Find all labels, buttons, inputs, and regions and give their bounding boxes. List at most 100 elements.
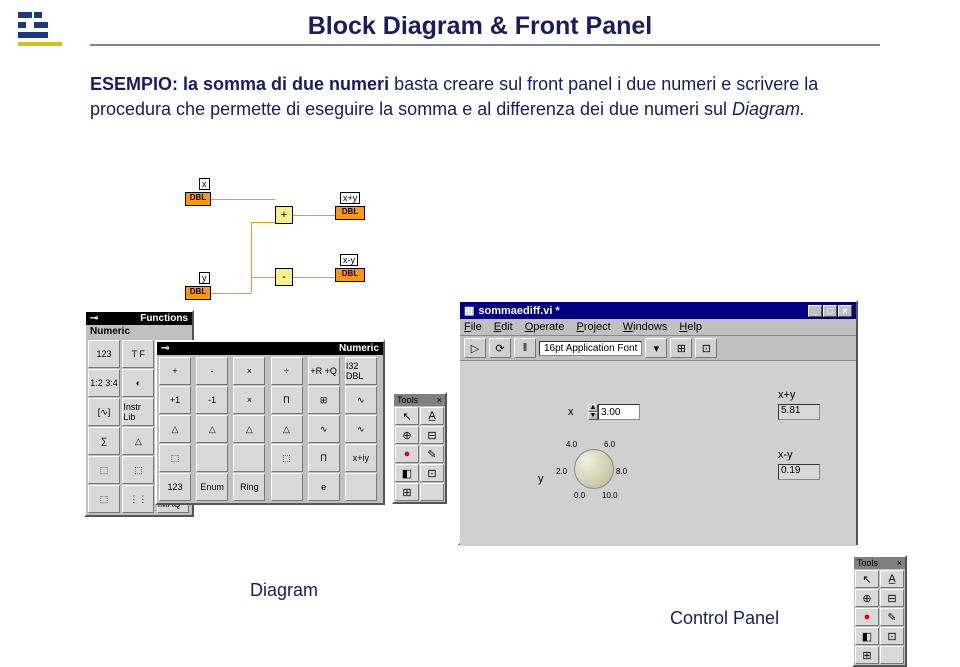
numeric-cell-5[interactable]: I32 DBL [345, 357, 377, 385]
font-selector[interactable]: 16pt Application Font [539, 341, 642, 356]
numeric-cell-7[interactable]: -1 [196, 386, 228, 414]
functions-cell-15[interactable]: ⬚ [88, 485, 120, 513]
xminusy-node[interactable]: DBL [335, 268, 365, 282]
numeric-cell-6[interactable]: +1 [159, 386, 191, 414]
numeric-cell-1[interactable]: - [196, 357, 228, 385]
numeric-cell-14[interactable]: △ [233, 415, 265, 443]
tool-cell-6[interactable]: ◧ [395, 464, 419, 482]
tool-cell-3[interactable]: ⊟ [420, 426, 444, 444]
front-panel-window[interactable]: ▦ sommaediff.vi * _ □ × File Edit Operate P… [458, 300, 858, 545]
numeric-cell-18[interactable]: ⬚ [159, 444, 191, 472]
align-button[interactable]: ▾ [645, 338, 667, 358]
x-down[interactable]: ▼ [588, 412, 598, 420]
tool-cell-2[interactable]: ⊕ [395, 426, 419, 444]
menu-edit[interactable]: Edit [494, 321, 513, 333]
tool-cell-0[interactable]: ↖ [855, 570, 879, 588]
numeric-cell-21[interactable]: ⬚ [271, 444, 303, 472]
menu-help[interactable]: Help [679, 321, 702, 333]
x-value[interactable] [598, 404, 640, 420]
plus-node[interactable]: + [275, 206, 293, 224]
y-dial[interactable]: 0.0 2.0 4.0 6.0 8.0 10.0 [556, 439, 616, 499]
run-cont-button[interactable]: ⟳ [489, 338, 511, 358]
menu-bar[interactable]: File Edit Operate Project Windows Help [460, 319, 856, 336]
functions-cell-0[interactable]: 123 [88, 340, 120, 368]
numeric-cell-19[interactable] [196, 444, 228, 472]
numeric-cell-28[interactable]: e [308, 473, 340, 501]
tool-cell-0[interactable]: ↖ [395, 407, 419, 425]
numeric-cell-10[interactable]: ⊞ [308, 386, 340, 414]
tools-palette[interactable]: Tools × ↖A̲⊕⊟●✎◧⊡⊞ [392, 392, 447, 504]
tool-cell-6[interactable]: ◧ [855, 627, 879, 645]
pin-icon[interactable]: ⊸ [90, 313, 98, 324]
numeric-cell-11[interactable]: ∿ [345, 386, 377, 414]
numeric-cell-12[interactable]: △ [159, 415, 191, 443]
numeric-cell-9[interactable]: Π [271, 386, 303, 414]
numeric-cell-2[interactable]: × [233, 357, 265, 385]
menu-project[interactable]: Project [576, 321, 610, 333]
reorder-button[interactable]: ⊡ [695, 338, 717, 358]
numeric-cell-24[interactable]: 123 [159, 473, 191, 501]
numeric-cell-15[interactable]: △ [271, 415, 303, 443]
numeric-cell-13[interactable]: △ [196, 415, 228, 443]
numeric-cell-4[interactable]: +R +Q [308, 357, 340, 385]
minus-node[interactable]: - [275, 268, 293, 286]
functions-cell-9[interactable]: ∑ [88, 427, 120, 455]
tool-cell-2[interactable]: ⊕ [855, 589, 879, 607]
run-button[interactable]: ▷ [464, 338, 486, 358]
close-icon[interactable]: × [437, 395, 442, 405]
functions-cell-10[interactable]: △ [122, 427, 154, 455]
numeric-cell-22[interactable]: Π [308, 444, 340, 472]
distribute-button[interactable]: ⊞ [670, 338, 692, 358]
functions-cell-6[interactable]: [∿] [88, 398, 120, 426]
tool-cell-1[interactable]: A̲ [880, 570, 904, 588]
tools-palette-2[interactable]: Tools × ↖A̲⊕⊟●✎◧⊡⊞ [852, 555, 907, 667]
close-button[interactable]: × [838, 305, 852, 317]
maximize-button[interactable]: □ [823, 305, 837, 317]
menu-windows[interactable]: Windows [623, 321, 668, 333]
numeric-cell-20[interactable] [233, 444, 265, 472]
numeric-cell-0[interactable]: + [159, 357, 191, 385]
tool-cell-4[interactable]: ● [395, 445, 419, 463]
numeric-cell-3[interactable]: ÷ [271, 357, 303, 385]
xplusy-node[interactable]: DBL [335, 206, 365, 220]
tool-cell-8[interactable]: ⊞ [855, 646, 879, 664]
numeric-cell-26[interactable]: Ring [233, 473, 265, 501]
tool-cell-3[interactable]: ⊟ [880, 589, 904, 607]
close-icon[interactable]: × [897, 558, 902, 568]
tool-cell-1[interactable]: A̲ [420, 407, 444, 425]
pin-icon[interactable]: ⊸ [161, 343, 169, 354]
numeric-cell-23[interactable]: x+iy [345, 444, 377, 472]
tool-cell-8[interactable]: ⊞ [395, 483, 419, 501]
tool-cell-5[interactable]: ✎ [880, 608, 904, 626]
functions-cell-7[interactable]: Instr Lib [122, 398, 154, 426]
y-node[interactable]: DBL [185, 286, 211, 300]
tool-cell-7[interactable]: ⊡ [880, 627, 904, 645]
front-panel-titlebar[interactable]: ▦ sommaediff.vi * _ □ × [460, 302, 856, 319]
numeric-cell-25[interactable]: Enum [196, 473, 228, 501]
toolbar[interactable]: ▷ ⟳ ‖ 16pt Application Font ▾ ⊞ ⊡ [460, 336, 856, 361]
numeric-cell-16[interactable]: ∿ [308, 415, 340, 443]
numeric-cell-17[interactable]: ∿ [345, 415, 377, 443]
menu-operate[interactable]: Operate [525, 321, 565, 333]
pause-button[interactable]: ‖ [514, 338, 536, 358]
tool-cell-5[interactable]: ✎ [420, 445, 444, 463]
menu-file[interactable]: File [464, 321, 482, 333]
numeric-cell-8[interactable]: × [233, 386, 265, 414]
x-node[interactable]: DBL [185, 192, 211, 206]
functions-cell-13[interactable]: ⬚ [122, 456, 154, 484]
numeric-palette[interactable]: ⊸ Numeric +-×÷+R +QI32 DBL+1-1×Π⊞∿△△△△∿∿… [155, 340, 385, 505]
tool-cell-7[interactable]: ⊡ [420, 464, 444, 482]
x-up[interactable]: ▲ [588, 404, 598, 412]
tool-cell-4[interactable]: ● [855, 608, 879, 626]
functions-cell-16[interactable]: ⋮⋮ [122, 485, 154, 513]
tool-cell-9[interactable] [880, 646, 904, 664]
minimize-button[interactable]: _ [808, 305, 822, 317]
x-input[interactable]: ▲▼ [588, 404, 640, 420]
numeric-cell-27[interactable] [271, 473, 303, 501]
functions-cell-1[interactable]: T F [122, 340, 154, 368]
functions-cell-3[interactable]: 1:2 3:4 [88, 369, 120, 397]
numeric-cell-29[interactable] [345, 473, 377, 501]
tool-cell-9[interactable] [420, 483, 444, 501]
functions-cell-4[interactable]: ◐ [122, 369, 154, 397]
functions-cell-12[interactable]: ⬚ [88, 456, 120, 484]
